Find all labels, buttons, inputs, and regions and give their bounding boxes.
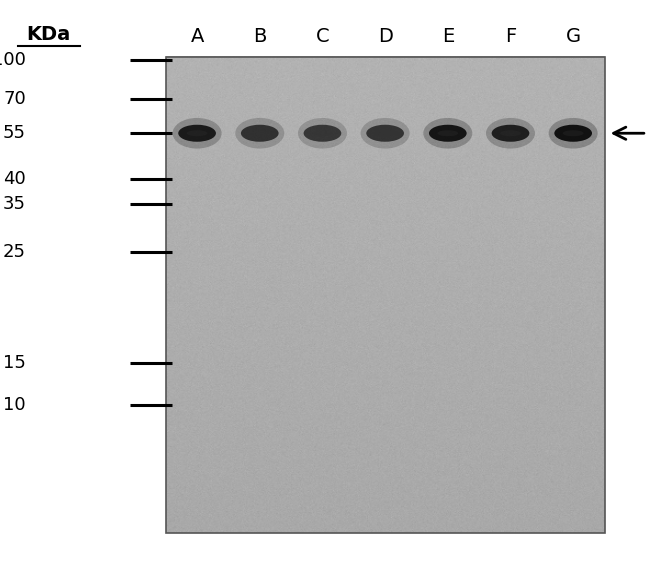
Text: B: B [253,27,266,46]
Ellipse shape [187,130,207,136]
Ellipse shape [423,118,473,149]
Ellipse shape [563,130,584,136]
Text: F: F [505,27,516,46]
Text: C: C [316,27,330,46]
Text: D: D [378,27,393,46]
Ellipse shape [304,125,341,142]
Text: 15: 15 [3,354,26,372]
Ellipse shape [298,118,347,149]
Text: A: A [190,27,204,46]
Bar [166,57,604,533]
Ellipse shape [554,125,592,142]
Ellipse shape [500,130,521,136]
Text: G: G [566,27,580,46]
Ellipse shape [437,130,458,136]
Ellipse shape [429,125,467,142]
Ellipse shape [235,118,284,149]
Text: 10: 10 [3,396,26,414]
Ellipse shape [491,125,529,142]
Text: 55: 55 [3,124,26,142]
Text: 100: 100 [0,50,26,69]
Ellipse shape [250,130,270,136]
Text: 25: 25 [3,243,26,261]
Text: 35: 35 [3,195,26,213]
Text: KDa: KDa [27,24,71,44]
Ellipse shape [486,118,535,149]
Text: 70: 70 [3,90,26,108]
Ellipse shape [241,125,279,142]
Ellipse shape [375,130,395,136]
Text: E: E [442,27,454,46]
Ellipse shape [178,125,216,142]
Text: 40: 40 [3,170,26,188]
Ellipse shape [549,118,597,149]
Ellipse shape [173,118,222,149]
Ellipse shape [361,118,410,149]
Ellipse shape [367,125,404,142]
Ellipse shape [312,130,333,136]
